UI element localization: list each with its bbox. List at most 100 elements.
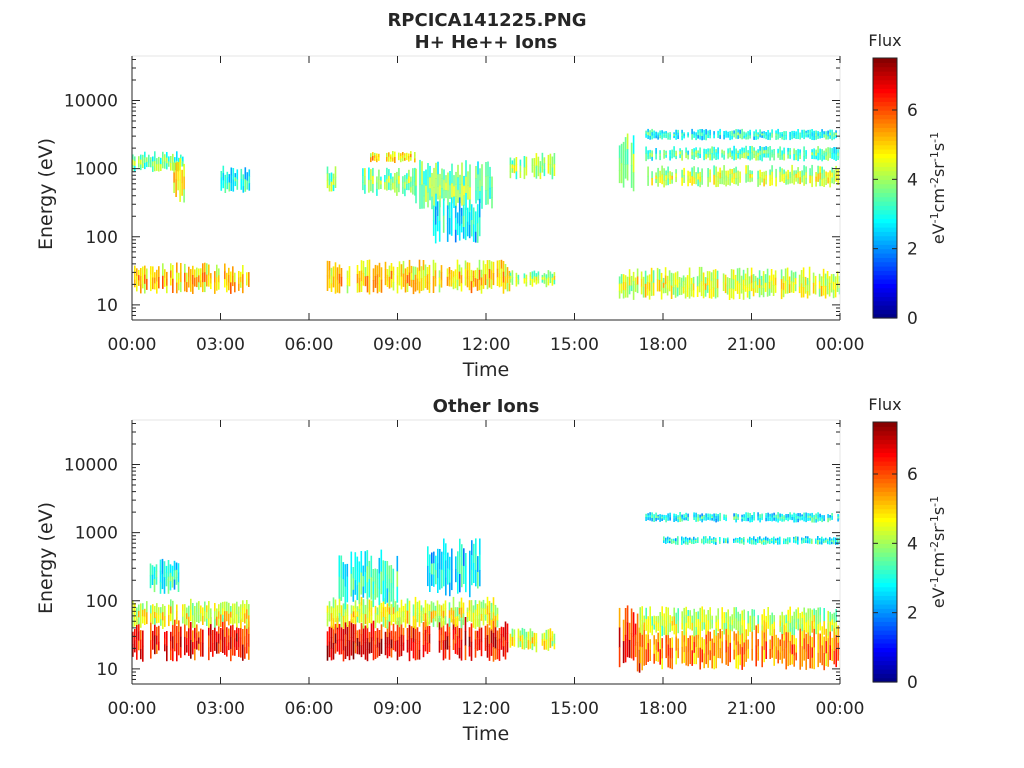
flux-cell (785, 135, 787, 140)
flux-cell (815, 155, 817, 160)
flux-cell (805, 134, 807, 138)
flux-cell (751, 517, 753, 520)
flux-cell (652, 270, 655, 284)
flux-cell (138, 610, 140, 618)
flux-cell (681, 136, 683, 141)
flux-cell (485, 190, 487, 205)
flux-cell (805, 155, 807, 159)
flux-cell (136, 615, 138, 625)
flux-cell (791, 628, 793, 635)
flux-cell (220, 614, 222, 627)
flux-cell (368, 276, 371, 295)
flux-cell (474, 221, 477, 233)
flux-cell (825, 152, 827, 157)
flux-cell (676, 279, 679, 289)
flux-cell (180, 626, 182, 638)
flux-cell (537, 271, 540, 276)
flux-cell (687, 540, 689, 543)
flux-cell (647, 150, 649, 154)
flux-cell (730, 278, 733, 289)
flux-cell (815, 133, 817, 137)
flux-cell (368, 179, 370, 193)
flux-cell (759, 146, 761, 152)
flux-cell (458, 647, 461, 659)
flux-cell (480, 607, 483, 615)
flux-cell (782, 283, 785, 291)
flux-cell (366, 627, 369, 639)
flux-cell (176, 610, 178, 618)
flux-cell (202, 642, 204, 657)
flux-cell (448, 610, 451, 619)
flux-cell (376, 569, 379, 579)
flux-cell (543, 276, 546, 281)
flux-cell (161, 573, 164, 590)
flux-cell (799, 132, 801, 137)
flux-cell (390, 178, 392, 185)
flux-cell (641, 624, 643, 648)
flux-cell (659, 132, 661, 136)
flux-cell (458, 197, 461, 213)
flux-cell (164, 644, 166, 652)
flux-cell (468, 600, 471, 611)
flux-cell (800, 283, 803, 298)
flux-cell (699, 647, 701, 670)
flux-cell (675, 155, 677, 160)
flux-cell (725, 517, 727, 522)
flux-cell (663, 135, 665, 138)
flux-cell (795, 536, 797, 539)
flux-cell (440, 279, 443, 288)
flux-cell (346, 625, 349, 641)
flux-cell (647, 515, 649, 518)
flux-cell (478, 613, 481, 628)
flux-cell (779, 646, 781, 654)
flux-cell (449, 582, 451, 597)
flux-cell (509, 272, 512, 277)
flux-cell (805, 651, 807, 670)
flux-cell (464, 207, 467, 225)
flux-cell (759, 177, 761, 186)
colorbar-step (873, 300, 897, 306)
flux-cell (669, 623, 671, 633)
flux-cell (378, 179, 380, 190)
flux-cell (166, 631, 168, 647)
flux-cell (167, 576, 170, 594)
flux-cell (725, 652, 727, 665)
flux-cell (458, 264, 461, 273)
flux-cell (428, 634, 431, 644)
flux-cell (705, 129, 707, 135)
x-tick-label: 00:00 (108, 335, 157, 355)
flux-cell (404, 611, 407, 620)
flux-cell (743, 630, 745, 644)
flux-cell (412, 626, 415, 643)
flux-cell (170, 641, 172, 651)
flux-cell (691, 635, 693, 651)
flux-cell (491, 187, 493, 198)
flux-cell (370, 607, 373, 616)
flux-cell (709, 650, 711, 661)
flux-cell (817, 607, 819, 617)
flux-cell (706, 285, 709, 293)
flux-cell (673, 151, 675, 158)
flux-cell (342, 579, 345, 597)
flux-cell (657, 642, 659, 653)
flux-cell (639, 630, 641, 648)
flux-cell (685, 515, 687, 518)
flux-cell (169, 564, 172, 574)
flux-cell (733, 173, 735, 179)
flux-cell (695, 630, 697, 648)
flux-cell (152, 604, 154, 615)
flux-cell (785, 514, 787, 517)
flux-cell (198, 275, 200, 283)
flux-cell (486, 614, 489, 624)
flux-cell (452, 277, 455, 284)
flux-cell (364, 184, 366, 194)
flux-cell (454, 205, 457, 219)
flux-cell (817, 146, 819, 154)
flux-cell (248, 604, 250, 616)
flux-cell (342, 629, 345, 641)
flux-cell (659, 514, 661, 519)
flux-cell (725, 622, 727, 629)
flux-cell (653, 635, 655, 646)
flux-cell (763, 146, 765, 151)
flux-cell (765, 536, 767, 541)
